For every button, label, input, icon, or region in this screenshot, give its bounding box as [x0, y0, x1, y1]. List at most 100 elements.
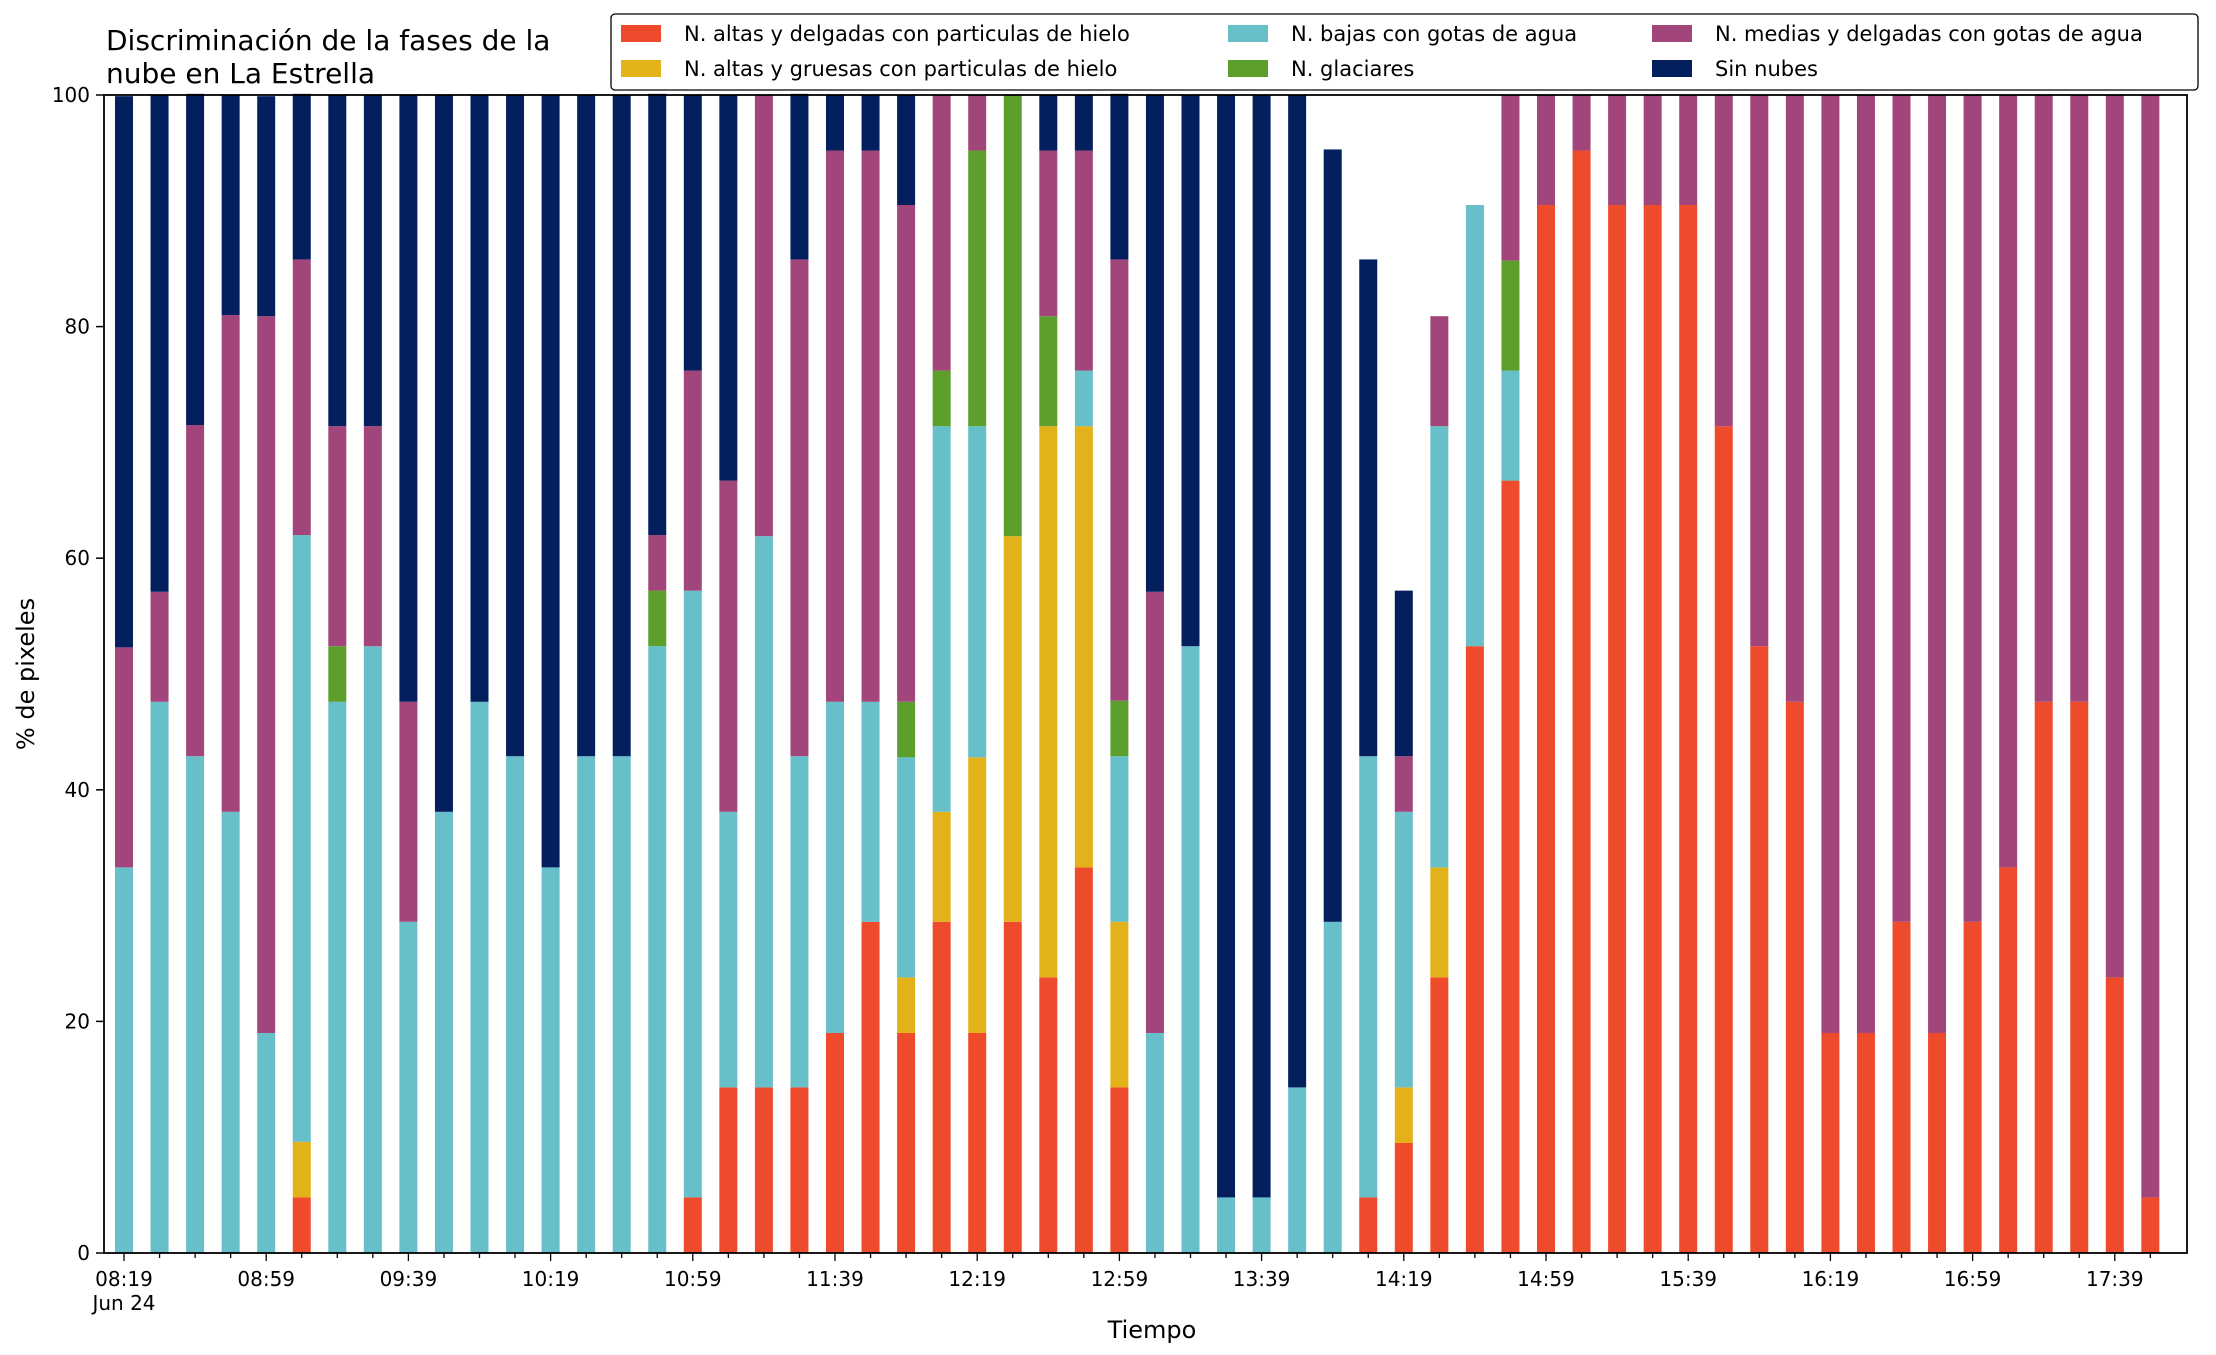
bar-segment [1110, 259, 1129, 701]
bar-segment [1110, 93, 1129, 260]
bar-segment [1821, 95, 1840, 1033]
bar-segment [897, 757, 916, 978]
bar-segment [541, 95, 560, 868]
bar-segment [683, 95, 702, 371]
bar-segment [506, 756, 525, 1253]
bar-segment [292, 259, 311, 536]
bar-segment [968, 1032, 987, 1253]
bar-segment [1323, 921, 1342, 1253]
bar-segment [1856, 95, 1875, 1033]
legend-swatch [621, 25, 661, 42]
bar-segment [1430, 426, 1449, 868]
bar-segment [968, 150, 987, 427]
bar-segment [719, 95, 738, 481]
y-tick-label: 0 [77, 1241, 90, 1265]
bar-segment [1359, 259, 1378, 757]
bar-segment [683, 590, 702, 1198]
bar-segment [1501, 480, 1520, 1253]
legend-label: N. glaciares [1291, 57, 1414, 81]
bar-segment [257, 1032, 276, 1253]
bar-segment [1679, 95, 1698, 206]
bar-segment [399, 921, 418, 1253]
bar-segment [648, 535, 667, 591]
legend-swatch [1652, 60, 1692, 77]
bar-segment [861, 150, 880, 702]
legend-label: N. medias y delgadas con gotas de agua [1715, 22, 2143, 46]
bar-segment [115, 96, 133, 648]
bar-segment [221, 811, 240, 1253]
bar-segment [186, 756, 205, 1253]
bar-segment [932, 921, 951, 1253]
bar-segment [1003, 95, 1022, 537]
bar-segment [1928, 95, 1947, 1033]
bar-segment [1785, 95, 1804, 702]
bar-segment [861, 701, 880, 922]
bar-segment [434, 811, 453, 1253]
y-axis: 0 20 40 60 80 100 [52, 83, 104, 1265]
bar-segment [1999, 95, 2018, 868]
chart-title-line: Discriminación de la fases de la [106, 24, 550, 57]
bar-segment [1465, 205, 1484, 647]
bar-segment [754, 536, 773, 1088]
bar-segment [648, 646, 667, 1253]
bar-segment [150, 701, 169, 1253]
bar-segment [150, 95, 169, 592]
legend-label: N. altas y delgadas con particulas de hi… [684, 22, 1130, 46]
bar-segment [115, 647, 133, 868]
bar-segment [1608, 95, 1627, 206]
x-axis-label: Tiempo [1107, 1316, 1197, 1344]
bar-segment [186, 93, 205, 426]
bar-segment [826, 95, 844, 151]
x-tick-label: 15:39 [1659, 1267, 1717, 1291]
legend-box [610, 13, 2199, 91]
bar-segment [790, 1087, 809, 1253]
bar-segment [648, 590, 667, 647]
bar-segment [2070, 701, 2089, 1253]
bar-segment [1074, 150, 1093, 371]
bar-segment [719, 1087, 738, 1253]
bar-segment [1288, 1087, 1307, 1253]
bar-segment [1394, 756, 1413, 812]
bar-segment [1252, 1197, 1271, 1253]
bar-segment [257, 96, 276, 317]
bar-segment [1856, 1032, 1875, 1253]
bar-segment [470, 701, 489, 1253]
bar-segment [790, 259, 809, 757]
bar-segment [292, 1197, 311, 1253]
bar-segment [2034, 701, 2053, 1253]
bar-segment [328, 646, 347, 702]
bar-segment [1394, 811, 1413, 1088]
bar-segment [1785, 701, 1804, 1253]
bar-segment [577, 95, 596, 757]
bar-segment [363, 646, 382, 1253]
bar-segment [861, 921, 880, 1253]
bar-segment [1039, 426, 1058, 978]
bar-segment [292, 535, 311, 1142]
bar-segment [2141, 95, 2160, 1198]
chart-title-line: nube en La Estrella [106, 57, 375, 90]
bar-segment [968, 95, 987, 151]
legend-label: Sin nubes [1715, 57, 1818, 81]
bar-segment [292, 1141, 311, 1198]
bar-segment [754, 1087, 773, 1253]
bar-segment [1679, 205, 1698, 1253]
bar-segment [328, 701, 347, 1253]
bar-segment [754, 95, 773, 537]
bar-segment [1928, 1032, 1947, 1253]
legend-swatch [621, 60, 661, 77]
x-tick-label: 14:19 [1375, 1267, 1433, 1291]
bar-segment [2034, 95, 2053, 702]
bar-segment [826, 701, 844, 1033]
y-tick-label: 20 [65, 1009, 90, 1033]
bar-segment [1501, 370, 1520, 481]
x-tick-label: 13:39 [1233, 1267, 1291, 1291]
x-tick-label: 16:59 [1944, 1267, 2002, 1291]
bar-segment [577, 756, 596, 1253]
legend-swatch [1228, 25, 1268, 42]
bar-segment [1430, 316, 1449, 427]
bar-segment [897, 1032, 916, 1253]
bar-segment [1963, 95, 1982, 922]
bar-segment [932, 811, 951, 922]
bar-segment [1999, 867, 2018, 1253]
x-tick-label: 17:39 [2086, 1267, 2144, 1291]
